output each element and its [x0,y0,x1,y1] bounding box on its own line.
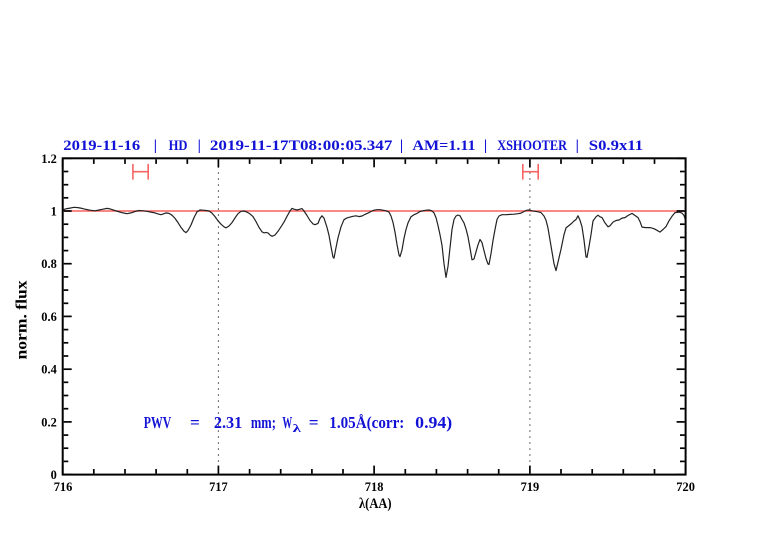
svg-text:2.31: 2.31 [214,413,242,432]
svg-text:|: | [576,138,579,154]
svg-text:1.2: 1.2 [41,152,57,166]
svg-text:|: | [484,138,487,154]
svg-text:λ: λ [293,421,301,435]
svg-text:0.2: 0.2 [41,415,57,429]
svg-text:=: = [309,413,319,432]
svg-text:0.94): 0.94) [415,413,452,432]
svg-text:2019-11-17T08:00:05.347: 2019-11-17T08:00:05.347 [210,138,393,154]
svg-text:719: 719 [521,480,540,494]
svg-text:718: 718 [365,480,384,494]
svg-text:1.05Å(corr:: 1.05Å(corr: [329,413,404,432]
svg-text:λ(AA): λ(AA) [359,495,392,512]
svg-text:0.6: 0.6 [41,310,57,324]
svg-text:XSHOOTER: XSHOOTER [497,138,567,154]
svg-text:norm. flux: norm. flux [14,281,31,360]
svg-text:0.8: 0.8 [41,257,57,271]
svg-text:|: | [198,138,201,154]
svg-text:|: | [154,138,157,154]
svg-text:0: 0 [51,468,57,482]
svg-text:|: | [400,138,403,154]
svg-text:1: 1 [51,205,57,219]
svg-text:HD: HD [169,138,188,154]
svg-text:W: W [282,413,292,432]
svg-text:720: 720 [676,480,695,494]
svg-text:AM=1.11: AM=1.11 [412,138,475,154]
svg-text:mm;: mm; [251,413,276,432]
svg-text:0.4: 0.4 [41,363,57,377]
svg-text:2019-11-16: 2019-11-16 [63,138,140,154]
svg-text:S0.9x11: S0.9x11 [589,138,643,154]
svg-text:716: 716 [54,480,73,494]
svg-text:717: 717 [209,480,228,494]
svg-text:PWV: PWV [144,413,172,432]
svg-text:=: = [190,413,200,432]
